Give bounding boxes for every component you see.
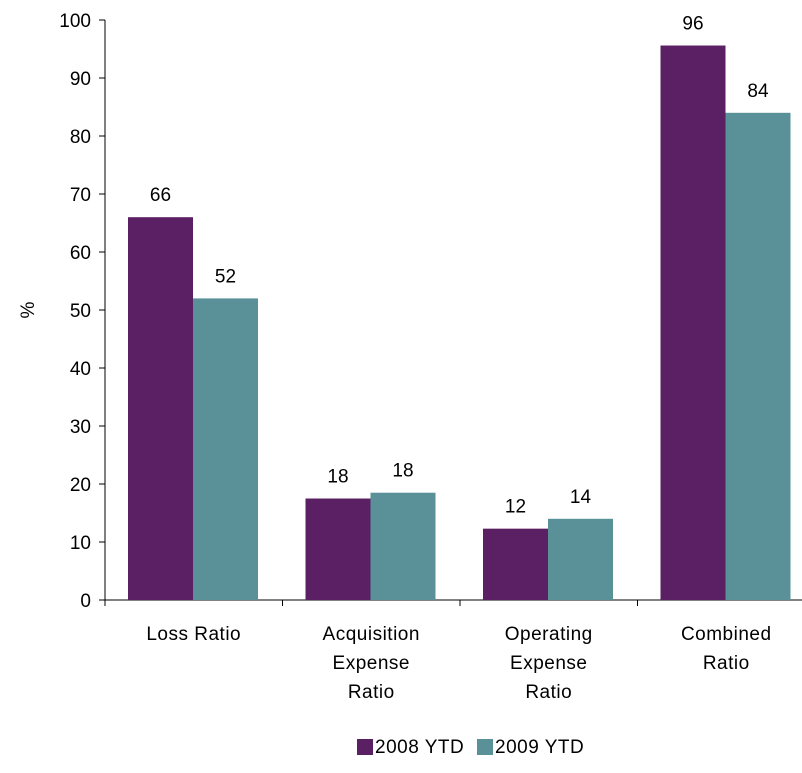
bar-2008-ytd: [128, 217, 193, 600]
bars: [128, 45, 791, 601]
legend-label: 2008 YTD: [375, 737, 464, 758]
data-label: 12: [505, 497, 526, 518]
y-axis: 0 10 20 30 40 50 60 70 80 90 100: [59, 11, 106, 612]
legend-label: 2009 YTD: [495, 737, 584, 758]
bar-2008-ytd: [305, 498, 371, 600]
bar-2009-ytd: [725, 112, 791, 601]
y-tick-label: 80: [70, 127, 91, 148]
y-tick-label: 30: [70, 417, 91, 438]
bar-2009-ytd: [548, 518, 613, 600]
y-tick-label: 20: [70, 475, 91, 496]
legend: 2008 YTD 2009 YTD: [357, 737, 584, 758]
y-tick-label: 90: [70, 69, 91, 90]
y-tick-label: 0: [80, 591, 91, 612]
data-label: 84: [747, 81, 769, 102]
data-labels: 66 18 12 96 52 18 14 84: [150, 14, 769, 518]
data-label: 14: [570, 487, 592, 508]
y-tick-label: 50: [70, 301, 91, 322]
legend-swatch: [357, 739, 373, 755]
y-tick-label: 40: [70, 359, 91, 380]
data-label: 18: [392, 461, 413, 482]
legend-swatch: [477, 739, 493, 755]
data-label: 18: [327, 467, 348, 488]
bar-2008-ytd: [483, 528, 548, 600]
x-category-label: Loss Ratio: [146, 624, 241, 645]
data-label: 52: [215, 266, 236, 287]
y-axis-title: %: [18, 301, 39, 318]
x-category-label: Combined Ratio: [681, 624, 772, 674]
x-category-label: Operating Expense Ratio: [505, 624, 593, 703]
x-category-label: Acquisition Expense Ratio: [323, 624, 420, 703]
y-tick-label: 10: [70, 533, 91, 554]
y-tick-label: 70: [70, 185, 91, 206]
y-tick-label: 60: [70, 243, 91, 264]
bar-2009-ytd: [370, 492, 436, 600]
bar-2009-ytd: [193, 298, 258, 600]
bar-2008-ytd: [660, 45, 726, 600]
x-axis: Loss Ratio Acquisition Expense Ratio Operati…: [104, 599, 802, 703]
data-label: 66: [150, 185, 171, 206]
data-label: 96: [682, 14, 703, 35]
y-tick-label: 100: [59, 11, 91, 32]
